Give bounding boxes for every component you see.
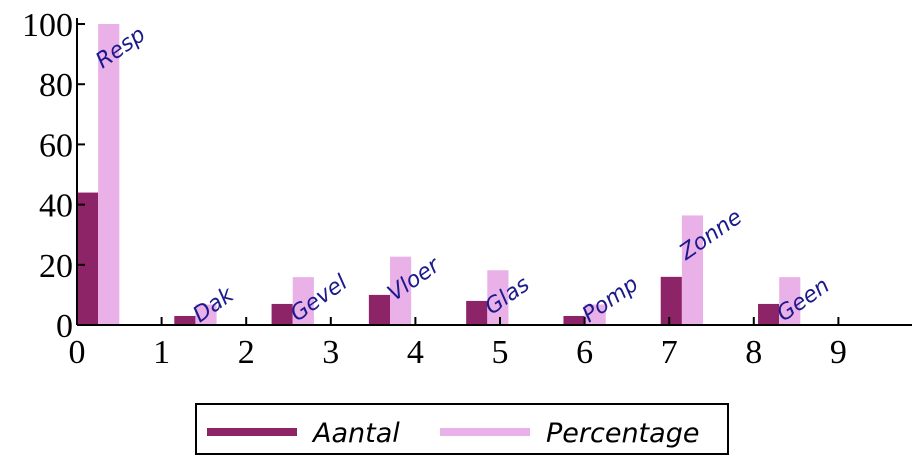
legend-label: Percentage [546, 418, 699, 449]
bar [563, 315, 585, 325]
legend-label: Aantal [311, 418, 400, 449]
x-tick-label: 9 [830, 334, 847, 371]
x-tick-label: 8 [745, 334, 762, 371]
bar [390, 256, 412, 325]
y-tick-label: 0 [56, 308, 73, 345]
annotation: Pomp [578, 272, 643, 328]
bar [174, 315, 196, 325]
bar [195, 304, 217, 325]
bar [77, 192, 99, 325]
bar [466, 300, 488, 325]
y-tick-label: 60 [39, 127, 73, 164]
bar [779, 277, 801, 325]
x-tick-label: 5 [491, 334, 508, 371]
x-tick-label: 1 [153, 334, 170, 371]
bar [487, 270, 509, 325]
y-tick-label: 20 [39, 248, 73, 285]
x-tick-label: 3 [322, 334, 339, 371]
y-tick-label: 80 [39, 67, 73, 104]
x-tick-label: 4 [407, 334, 424, 371]
bar [584, 304, 606, 325]
bar [660, 276, 682, 325]
bar [681, 215, 704, 325]
x-tick-label: 6 [576, 334, 593, 371]
x-tick-label: 0 [69, 334, 86, 371]
bar [368, 294, 391, 325]
x-tick-label: 7 [661, 334, 678, 371]
bar [271, 303, 293, 325]
x-tick-label: 2 [238, 334, 255, 371]
y-tick-label: 40 [39, 188, 73, 225]
bar [98, 24, 120, 326]
bar [758, 303, 780, 325]
bar [292, 277, 314, 325]
y-tick-label: 100 [22, 7, 73, 44]
